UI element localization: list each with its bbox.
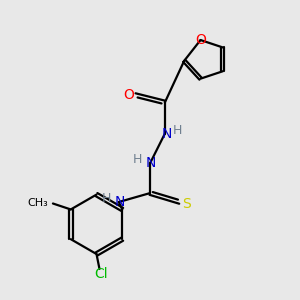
Text: S: S [182, 196, 190, 211]
Text: O: O [123, 88, 134, 102]
Text: CH₃: CH₃ [28, 198, 49, 208]
Text: O: O [195, 33, 206, 47]
Text: N: N [146, 156, 156, 170]
Text: N: N [161, 127, 172, 141]
Text: N: N [114, 195, 124, 209]
Text: Cl: Cl [94, 267, 108, 281]
Text: H: H [173, 124, 182, 136]
Text: H: H [133, 153, 142, 166]
Text: H: H [102, 192, 111, 205]
